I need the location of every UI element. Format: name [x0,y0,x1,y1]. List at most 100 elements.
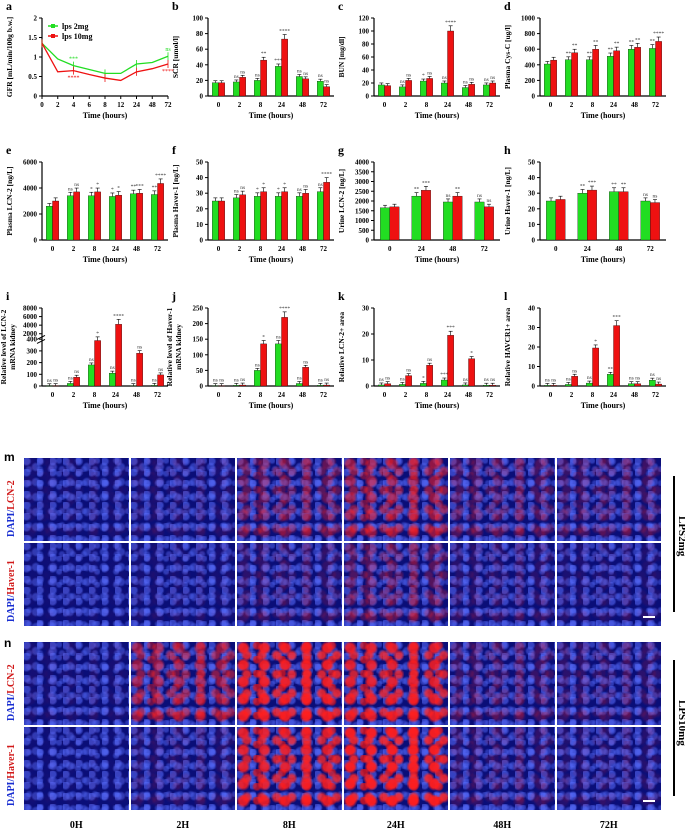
y-tick-label: 50 [196,159,204,167]
sig-label: *** [69,57,78,63]
bar-lps10mg [52,200,59,241]
sig-label: ns [379,377,384,383]
y-axis-label: GFR [mL/min/100g b.w.] [5,17,14,97]
x-tick-label: 8 [259,245,263,253]
bar-lps2mg [565,384,572,387]
micrograph-tile [130,458,235,541]
bar-lps2mg [212,82,219,97]
scale-bar [643,616,655,618]
bar-lps2mg [420,80,427,97]
y-axis-label-line: mRNA kidney [8,324,17,370]
bar-lps10mg [468,358,475,387]
bar-lps2mg [607,374,614,387]
bar-lps2mg [317,81,324,97]
sig-label: * [256,187,259,193]
sig-label: ns [234,189,239,195]
y-tick-label: 6000 [23,313,38,321]
bar-lps10mg [634,383,641,387]
bar-lps10mg [405,375,412,387]
bar-lps2mg [254,80,261,97]
column-label-2H: 2H [176,820,190,831]
y-tick-label: 0 [200,383,204,391]
bar-lps2mg [109,196,116,241]
sig-label: ns [446,193,451,199]
y-axis-label-line: Plasma LCN-2 [ng/L] [5,166,14,235]
bar-lps10mg [426,78,433,97]
sig-label: * [117,186,120,192]
sig-label: ns [427,357,432,363]
y-tick-label: 150 [193,336,204,344]
bar-lps10mg [323,182,330,241]
bar-lps2mg [296,196,303,241]
panel-letter-j: j [171,289,176,303]
y-tick-label: 0 [366,383,370,391]
y-tick-label: 80 [362,41,370,49]
panel-letter-d: d [504,0,511,13]
micrograph-tile [343,642,448,725]
sig-label: ns [110,365,115,371]
sig-label: ns [74,182,79,188]
bar-lps2mg [586,382,593,387]
y-tick-label: 10 [196,221,204,229]
y-tick-label: 30 [528,190,536,198]
y-axis-label: SCR [umol/l] [171,36,180,78]
y-tick-label: 2000 [355,198,370,206]
marker-label: Haver-1 [6,560,17,595]
legend-marker [51,34,55,38]
micrograph-tile [24,727,129,810]
bar-lps10mg [260,191,267,241]
y-tick-label: 2000 [23,211,38,219]
y-tick-label: 0 [34,237,38,245]
bar-lps10mg [157,183,164,241]
bar-lps2mg [317,385,324,387]
sig-label: ns [566,376,571,382]
row-label: DAPI/Haver-1 [6,744,17,806]
red-stain-overlay [343,458,448,541]
sig-label: * [90,186,93,192]
sig-label: ns [442,75,447,81]
panel-letter-l: l [504,289,508,303]
panel-letter-n: n [4,636,12,650]
y-tick-label: 40 [196,61,204,69]
micrograph-tile [130,642,235,725]
x-axis-label: Time (hours) [581,255,626,264]
sig-label: ns [240,185,245,191]
sig-label: ** [629,39,635,45]
sig-label: ns [463,80,468,86]
bar-lps10mg [550,59,557,97]
x-axis-label: Time (hours) [83,401,128,410]
sig-label: ** [455,187,461,193]
marker-label: LCN-2 [6,480,17,510]
sig-label: *** [136,183,145,189]
sig-label: ns [656,376,661,382]
y-axis-label: Relative level of LCN-2mRNA kidney [0,309,17,384]
x-tick-label: 0 [549,391,553,399]
micrograph-tile [556,642,661,725]
bar-lps10mg [489,82,496,97]
red-stain-overlay [450,543,555,626]
red-stain-overlay [130,458,235,541]
y-tick-label: 0 [200,93,204,101]
bar-lps2mg [399,86,406,97]
sig-label: ns [318,377,323,383]
y-tick-label: 500 [359,227,370,235]
micrograph-tile [556,458,661,541]
red-stain-overlay [24,727,129,810]
bar-lps2mg [483,84,490,97]
bar-lps10mg [302,367,309,387]
bar-lps10mg [281,317,288,387]
bar-lps2mg [443,201,453,241]
scale-bar [643,800,655,802]
sig-label: ns [406,368,411,374]
y-axis-label: Relative level of Haver-1mRNA kidney [165,307,183,386]
bar-lps10mg [302,193,309,241]
y-tick-label: 60 [362,54,370,62]
sig-label: ns [297,187,302,193]
y-axis-label-line: Plasma Haver-1 [ng/L] [171,164,180,237]
sig-label: ns [74,369,79,375]
sig-label: ns [385,376,390,382]
axis-break-mark [36,335,46,344]
x-tick-label: 4 [72,101,76,109]
sig-label: ns [152,377,157,383]
